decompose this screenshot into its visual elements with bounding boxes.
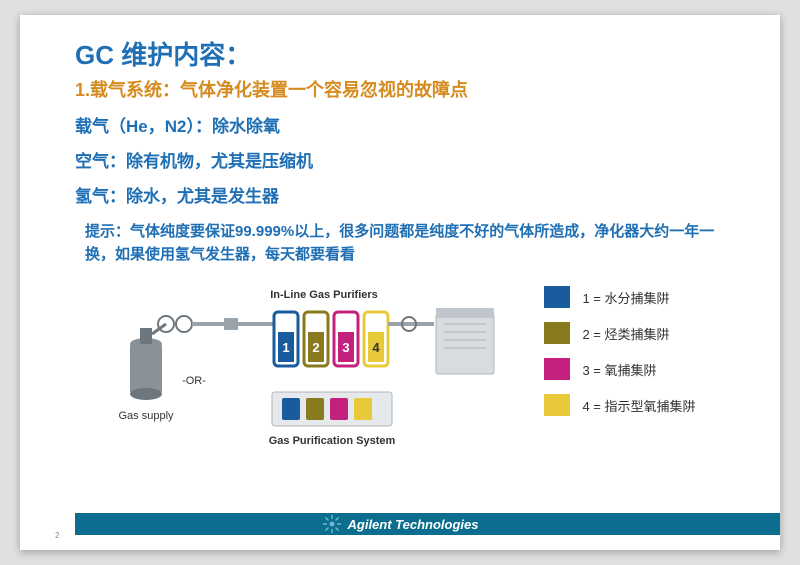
body-line-1: 载气（He，N2）：除水除氧: [75, 112, 725, 137]
tip-text: 提示：气体纯度要保证99.999%以上，很多问题都是纯度不好的气体所造成，净化器…: [85, 221, 715, 266]
body-line-2: 空气：除有机物，尤其是压缩机: [75, 147, 725, 172]
diagram-area: In-Line Gas Purifiers -OR- Gas supply: [75, 284, 725, 454]
purifier-4: 4: [364, 312, 388, 366]
page-number: 2: [55, 531, 59, 540]
swatch-2: [544, 322, 570, 344]
content-area: GC 维护内容： 1.载气系统：气体净化装置一个容易忽视的故障点 载气（He，N…: [20, 15, 780, 454]
bottom-label: Gas Purification System: [269, 435, 396, 447]
legend-label-2: 2 = 烃类捕集阱: [582, 324, 669, 343]
svg-text:3: 3: [343, 340, 350, 355]
swatch-4: [544, 394, 570, 416]
svg-text:1: 1: [283, 340, 290, 355]
legend-item-1: 1 = 水分捕集阱: [544, 286, 695, 308]
swatch-1: [544, 286, 570, 308]
agilent-spark-icon: [322, 514, 342, 534]
svg-text:2: 2: [313, 340, 320, 355]
legend-label-3: 3 = 氧捕集阱: [582, 360, 656, 379]
gas-system-diagram: In-Line Gas Purifiers -OR- Gas supply: [104, 284, 504, 454]
slide-title: GC 维护内容：: [75, 35, 725, 72]
footer: Agilent Technologies 2: [20, 510, 780, 538]
legend-label-1: 1 = 水分捕集阱: [582, 288, 669, 307]
purifier-2: 2: [304, 312, 328, 366]
legend: 1 = 水分捕集阱 2 = 烃类捕集阱 3 = 氧捕集阱 4 = 指示型氧捕集阱: [544, 284, 695, 416]
slide-subtitle: 1.载气系统：气体净化装置一个容易忽视的故障点: [75, 76, 725, 102]
brand-name: Agilent Technologies: [348, 517, 479, 532]
slide: GC 维护内容： 1.载气系统：气体净化装置一个容易忽视的故障点 载气（He，N…: [20, 15, 780, 550]
legend-item-2: 2 = 烃类捕集阱: [544, 322, 695, 344]
footer-inner: Agilent Technologies: [20, 510, 780, 538]
swatch-3: [544, 358, 570, 380]
legend-item-4: 4 = 指示型氧捕集阱: [544, 394, 695, 416]
legend-item-3: 3 = 氧捕集阱: [544, 358, 695, 380]
legend-label-4: 4 = 指示型氧捕集阱: [582, 396, 695, 415]
top-label: In-Line Gas Purifiers: [271, 289, 379, 301]
svg-text:4: 4: [373, 340, 381, 355]
body-line-3: 氢气：除水，尤其是发生器: [75, 182, 725, 207]
gas-supply-label: Gas supply: [119, 410, 175, 422]
purifier-1: 1: [274, 312, 298, 366]
purifier-3: 3: [334, 312, 358, 366]
or-label: -OR-: [183, 375, 207, 387]
